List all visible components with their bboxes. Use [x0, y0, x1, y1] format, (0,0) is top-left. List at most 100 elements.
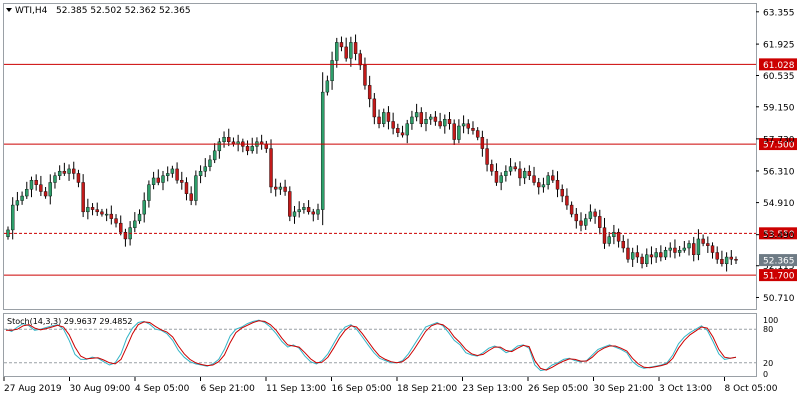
time-tick-label: 18 Sep 21:00 — [397, 384, 457, 394]
candle — [405, 119, 409, 144]
candle-body — [626, 247, 630, 260]
time-tick-label: 30 Sep 21:00 — [594, 384, 654, 394]
candle-body — [602, 227, 607, 244]
candle-body — [194, 175, 198, 201]
time-tick-label: 8 Oct 05:00 — [725, 384, 778, 394]
candle-body — [522, 170, 527, 179]
candle-body — [363, 64, 367, 86]
candle — [292, 205, 297, 224]
candle-body — [518, 168, 522, 179]
candle — [123, 228, 128, 247]
candle-body — [475, 130, 480, 138]
candle — [715, 246, 719, 264]
candle — [43, 187, 48, 199]
candle-body — [29, 180, 34, 190]
candle-body — [677, 250, 682, 253]
candle — [72, 161, 76, 180]
candle-body — [452, 123, 456, 140]
candle — [34, 174, 38, 191]
stochastic-pane — [4, 319, 756, 372]
candle-body — [682, 247, 687, 251]
candle-body — [104, 213, 109, 216]
candle — [386, 106, 391, 130]
candle-body — [344, 46, 348, 59]
candle-body — [396, 128, 400, 133]
candle-body — [227, 137, 231, 143]
collapse-triangle-icon[interactable] — [6, 8, 12, 12]
candle — [325, 75, 330, 96]
candle — [621, 235, 625, 253]
candle-body — [480, 137, 485, 149]
candle — [274, 178, 278, 197]
candle-body — [67, 168, 71, 174]
candle-body — [551, 175, 555, 181]
candle — [156, 169, 160, 186]
candle — [353, 34, 358, 61]
candle-body — [53, 175, 57, 183]
candle-body — [330, 60, 334, 82]
price-tick-label: 52.115 — [763, 262, 795, 272]
candle-body — [659, 252, 663, 258]
time-tick-label: 6 Sep 21:00 — [201, 384, 256, 394]
candle — [391, 112, 395, 135]
level-badge — [759, 58, 797, 71]
candle-body — [142, 200, 146, 215]
price-axis[interactable]: 63.355 61.925 60.535 59.150 57.730 56.310 54.9… — [756, 8, 797, 304]
candle-body — [48, 182, 52, 197]
candle — [569, 201, 574, 218]
candle-body — [72, 168, 76, 174]
candle — [701, 234, 705, 247]
candle — [81, 174, 85, 218]
stochastic-tick-label: 0 — [763, 370, 768, 379]
stochastic-tick-label: 80 — [763, 325, 773, 334]
candle-body — [724, 256, 729, 265]
candle-body — [109, 213, 114, 219]
price-tick-label: 59.150 — [763, 103, 795, 113]
time-tick-label: 23 Sep 13:00 — [463, 384, 523, 394]
main-pane-frame — [3, 3, 757, 310]
candle-body — [541, 184, 546, 188]
candle-body — [579, 220, 583, 226]
stochastic-main-line — [5, 319, 737, 372]
candle-body — [302, 207, 306, 210]
candle — [372, 93, 377, 125]
candle-body — [729, 256, 734, 260]
candle-body — [400, 132, 405, 136]
level-badge — [759, 227, 797, 240]
candle — [255, 137, 259, 154]
candle-body — [39, 184, 43, 192]
candle-body — [471, 128, 475, 131]
candle-body — [43, 191, 48, 197]
candle-body — [34, 180, 38, 185]
price-tick-label: 56.310 — [763, 167, 795, 177]
candle — [208, 155, 212, 172]
candle-body — [358, 53, 362, 66]
candle-body — [269, 148, 273, 188]
candle — [151, 171, 156, 190]
candle — [508, 158, 513, 176]
candle — [245, 140, 250, 156]
candle-body — [377, 116, 381, 124]
candle — [306, 200, 311, 215]
candle — [278, 182, 283, 195]
symbol-label: WTI,H4 — [15, 6, 48, 16]
candle — [29, 176, 34, 198]
candle-body — [86, 207, 90, 213]
time-axis[interactable]: 27 Aug 2019 30 Aug 09:00 4 Sep 05:00 6 Sep … — [3, 377, 778, 394]
candle — [142, 192, 146, 223]
candle — [490, 159, 494, 176]
candle — [161, 170, 165, 191]
candle-body — [62, 170, 67, 174]
candle-body — [353, 42, 358, 54]
candle — [241, 138, 245, 153]
candle-body — [584, 218, 588, 226]
candle — [499, 172, 503, 191]
candle — [443, 114, 447, 134]
candle — [67, 164, 71, 181]
candle — [532, 166, 536, 186]
candle — [231, 137, 236, 147]
candle-body — [180, 180, 184, 183]
candle-body — [25, 189, 29, 197]
